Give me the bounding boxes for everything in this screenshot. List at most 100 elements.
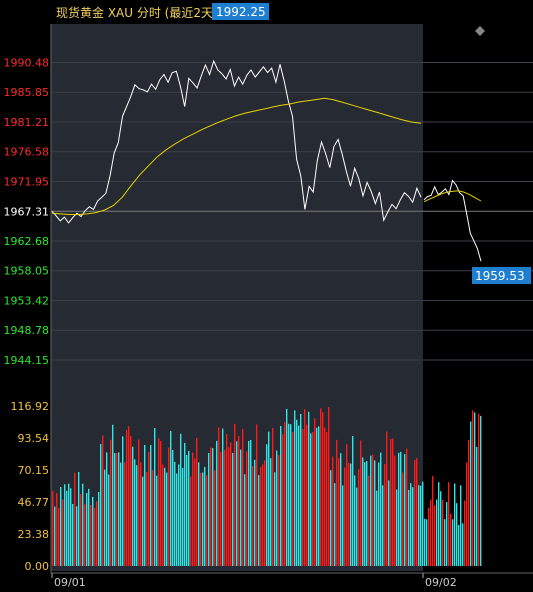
volume-bar [202, 472, 204, 566]
volume-bar [338, 458, 340, 566]
volume-bar [54, 506, 56, 566]
volume-bar [84, 504, 86, 566]
volume-bar [52, 491, 54, 566]
volume-bar [280, 426, 282, 566]
price-tick-label: 1944.15 [4, 354, 50, 367]
volume-bar [274, 472, 276, 566]
volume-bar [292, 432, 294, 566]
volume-bar [188, 450, 190, 566]
volume-bar [350, 463, 352, 566]
volume-bar [212, 448, 214, 566]
volume-bar [88, 488, 90, 566]
volume-bar [232, 452, 234, 566]
volume-bar [468, 439, 470, 566]
volume-bar [122, 436, 124, 566]
volume-bar [442, 499, 444, 566]
price-tick-label: 1953.42 [4, 294, 50, 307]
volume-bar [86, 492, 88, 566]
volume-bar [142, 476, 144, 566]
volume-bar [78, 472, 80, 566]
volume-bar [222, 428, 224, 566]
volume-bar [428, 507, 430, 566]
volume-bar [266, 444, 268, 566]
volume-bar [418, 485, 420, 566]
volume-bar [378, 462, 380, 566]
volume-bar [210, 447, 212, 566]
volume-bar [76, 506, 78, 566]
volume-bar [268, 431, 270, 566]
volume-bar [230, 442, 232, 566]
volume-bar [342, 485, 344, 566]
price-tick-label: 1985.85 [4, 86, 50, 99]
volume-bar [320, 408, 322, 566]
volume-bar [364, 462, 366, 566]
volume-bar [402, 472, 404, 566]
diamond-icon[interactable] [475, 26, 485, 36]
x-tick-label: 09/01 [54, 576, 86, 589]
volume-bar [444, 519, 446, 566]
volume-bar [72, 504, 74, 566]
chart-title: 现货黄金 XAU 分时 (最近2天) [56, 5, 218, 20]
volume-bar [208, 452, 210, 566]
volume-bar [150, 444, 152, 566]
volume-bar [360, 440, 362, 566]
volume-bar [66, 490, 68, 566]
volume-bar [330, 470, 332, 566]
volume-bar [460, 485, 462, 566]
volume-bar [464, 500, 466, 566]
price-tick-label: 1962.68 [4, 235, 50, 248]
volume-bar [448, 482, 450, 566]
volume-bar [310, 433, 312, 566]
volume-bar [394, 455, 396, 566]
volume-bar [382, 485, 384, 566]
volume-bar [380, 452, 382, 566]
volume-bar [80, 494, 82, 566]
volume-bar [132, 446, 134, 566]
date-axis: 09/01 09/02 [50, 24, 533, 589]
volume-bar [238, 435, 240, 566]
volume-bar [284, 422, 286, 566]
volume-bar [390, 438, 392, 566]
volume-bar [248, 440, 250, 566]
volume-bar [198, 462, 200, 566]
volume-bar [120, 462, 122, 566]
volume-bar [406, 448, 408, 566]
price-tick-label: 1958.05 [4, 265, 50, 278]
price-tick-label: 1971.95 [4, 175, 50, 188]
volume-bar [160, 440, 162, 566]
volume-tick-label: 93.54 [18, 432, 50, 445]
price-line [51, 59, 422, 224]
volume-bar [156, 475, 158, 566]
volume-bar [200, 472, 202, 566]
volume-bar [404, 454, 406, 566]
volume-bar [272, 428, 274, 566]
volume-bar [366, 460, 368, 566]
volume-bar [102, 435, 104, 566]
volume-bar [206, 475, 208, 566]
volume-bar [216, 440, 218, 566]
volume-bar [170, 430, 172, 566]
grid [51, 61, 533, 361]
volume-bar [348, 463, 350, 566]
volume-bar [174, 461, 176, 566]
volume-bar [478, 413, 480, 566]
volume-bar [314, 418, 316, 566]
price-tick-label: 1981.21 [4, 116, 50, 129]
volume-bar [204, 466, 206, 566]
volume-bar [328, 407, 330, 566]
volume-bar [106, 452, 108, 566]
volume-bar [228, 447, 230, 566]
price-tick-label: 1967.31 [4, 205, 50, 218]
volume-bar [130, 436, 132, 566]
volume-bar [288, 423, 290, 566]
volume-bar [264, 460, 266, 566]
volume-bar [256, 424, 258, 566]
volume-bar [172, 450, 174, 566]
volume-bar [452, 519, 454, 566]
volume-bar [108, 474, 110, 566]
volume-bar [298, 425, 300, 566]
volume-bar [476, 446, 478, 566]
volume-bar [458, 524, 460, 566]
volume-bar [190, 476, 192, 566]
